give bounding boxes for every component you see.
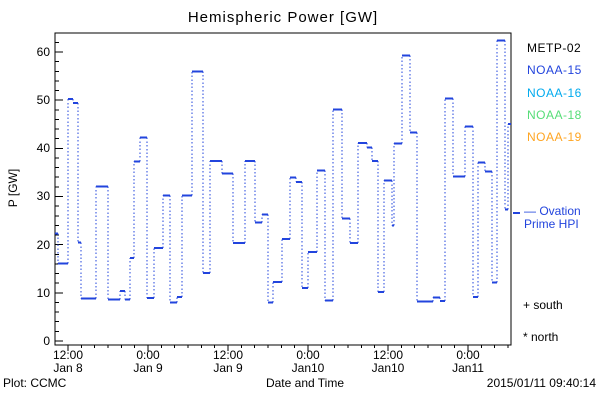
x-tick-date: Jan 8 [53,361,83,375]
x-tick-label: 0:00 Jan11 [428,349,508,375]
x-tick-time: 12:00 [212,348,244,362]
y-tick-label: 0 [43,334,50,348]
x-axis-title: Date and Time [265,376,345,390]
x-tick-date: Jan11 [452,361,484,375]
x-tick-label: 12:00 Jan 9 [188,349,268,375]
axis-ticks [55,41,509,351]
south-marker-legend: + south [523,298,563,312]
y-tick-label: 50 [36,93,50,108]
ovation-legend-line2: Prime HPI [524,217,579,231]
x-tick-label: 12:00 Jan 8 [28,349,108,375]
legend-item-noaa-16: NOAA-16 [527,85,582,100]
x-tick-time: 0:00 [136,348,160,362]
y-tick-label: 20 [36,237,50,252]
x-tick-time: 0:00 [456,348,480,362]
x-tick-time: 12:00 [372,348,404,362]
north-marker-legend: * north [523,330,559,344]
x-tick-date: Jan 9 [213,361,243,375]
ovation-legend-line1: — Ovation [524,204,581,218]
x-tick-label: 12:00 Jan10 [348,349,428,375]
legend-item-metp-02: METP-02 [527,41,582,55]
x-tick-date: Jan10 [371,361,405,375]
x-tick-time: 0:00 [296,348,320,362]
x-tick-date: Jan 9 [133,361,163,375]
hpi-step-series [54,39,512,304]
y-tick-label: 40 [36,141,50,156]
x-tick-label: 0:00 Jan10 [268,349,348,375]
y-axis-label: P [GW] [6,168,20,208]
plot-source-label: Plot: CCMC [3,376,67,390]
y-tick-label: 60 [36,44,50,59]
plot-border [54,32,512,346]
chart-title: Hemispheric Power [GW] [187,9,379,26]
y-tick-label: 10 [36,285,50,300]
legend-item-noaa-15: NOAA-15 [527,63,582,78]
y-tick-label: 30 [36,189,50,204]
legend-item-noaa-18: NOAA-18 [527,107,582,122]
plot-timestamp: 2015/01/11 09:40:14 [486,376,596,390]
x-tick-date: Jan10 [291,361,325,375]
x-tick-time: 12:00 [52,348,84,362]
ovation-legend: — Ovation Prime HPI [524,205,581,231]
legend-item-noaa-19: NOAA-19 [527,130,582,145]
x-tick-label: 0:00 Jan 9 [108,349,188,375]
